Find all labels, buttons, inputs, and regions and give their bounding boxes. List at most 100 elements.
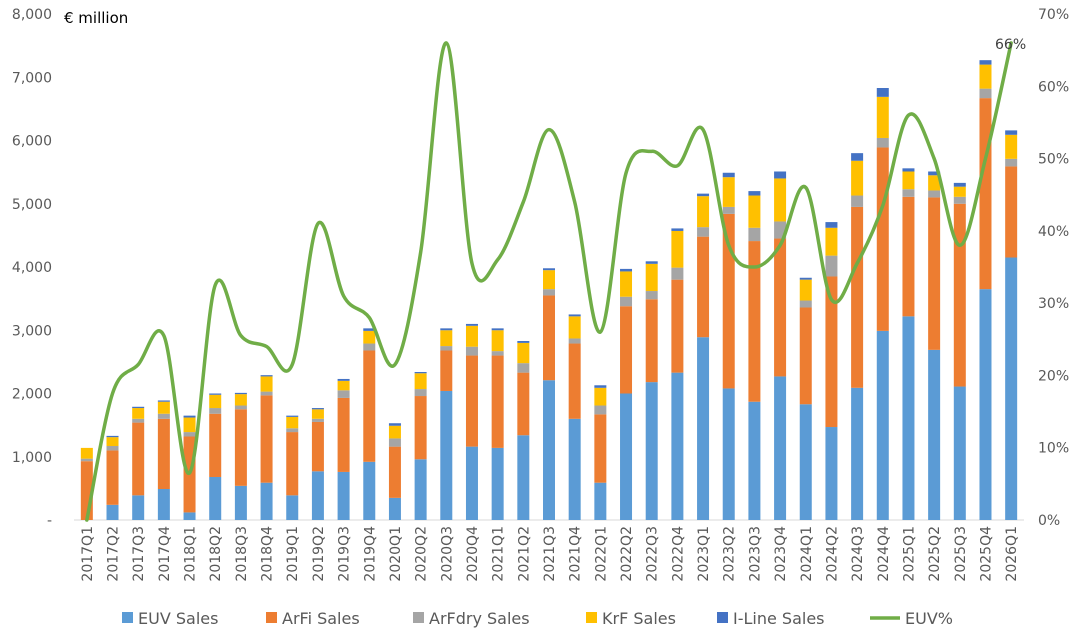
legend-label: KrF Sales (602, 609, 676, 628)
bar-segment (748, 401, 761, 520)
bar-segment (799, 307, 812, 405)
bar-segment (209, 394, 222, 409)
bars (80, 60, 1018, 520)
bar-segment (286, 428, 299, 433)
bar-segment (774, 376, 787, 520)
bar-segment (620, 271, 633, 297)
x-tick-label: 2019Q1 (285, 526, 301, 582)
bar-segment (157, 400, 170, 402)
bar-segment (799, 277, 812, 280)
bar-segment (388, 425, 401, 439)
bar-segment (337, 378, 350, 381)
bar-segment (876, 147, 889, 331)
bar-segment (722, 177, 735, 207)
axes: - 1,000 2,000 3,000 4,000 5,000 6,000 7,000 8,00… (12, 7, 1069, 582)
legend-item: ArFdry Sales (413, 609, 530, 628)
x-tick-label: 2022Q3 (645, 526, 661, 582)
legend-item: EUV% (870, 609, 953, 628)
x-tick-label: 2017Q4 (157, 526, 173, 582)
bar-segment (183, 512, 196, 520)
bar-segment (543, 289, 555, 296)
legend-swatch (717, 612, 728, 623)
bar-segment (491, 351, 504, 356)
y-tick-label: 3,000 (12, 323, 52, 339)
bar-segment (774, 171, 787, 179)
bar-segment (1005, 166, 1018, 258)
bar-segment (594, 387, 607, 406)
x-tick-label: 2018Q3 (234, 526, 250, 582)
bar-segment (1005, 130, 1018, 135)
bar-segment (953, 203, 966, 387)
bar-segment (722, 388, 735, 520)
bar-segment (209, 476, 222, 520)
bar-segment (157, 413, 170, 419)
x-tick-label: 2026Q1 (1004, 526, 1020, 582)
bar-segment (851, 387, 864, 520)
bar-segment (106, 450, 119, 505)
x-tick-label: 2023Q1 (696, 526, 712, 582)
bar-segment (953, 386, 966, 520)
bar-segment (902, 168, 915, 172)
bar-segment (928, 197, 941, 350)
x-tick-label: 2024Q3 (850, 526, 866, 582)
y-tick-label: 7,000 (12, 70, 52, 86)
x-tick-label: 2020Q1 (388, 526, 404, 582)
y2-tick-label: 0% (1038, 513, 1060, 529)
bar-segment (440, 328, 453, 331)
bar-segment (825, 276, 838, 428)
x-tick-label: 2022Q4 (670, 526, 686, 582)
bar-segment (825, 427, 838, 520)
bar-segment (928, 175, 941, 191)
bar-segment (414, 389, 427, 397)
bar-segment (388, 438, 401, 447)
bar-segment (543, 295, 555, 381)
bar-segment (645, 382, 658, 520)
bar-segment (568, 343, 581, 419)
bar-segment (80, 458, 93, 462)
bar-segment (979, 289, 992, 520)
bar-segment (902, 316, 915, 520)
bar-segment (260, 395, 273, 483)
bar-segment (902, 196, 915, 317)
x-tick-label: 2024Q2 (824, 526, 840, 582)
bar-segment (902, 171, 915, 190)
bar-segment (979, 64, 992, 89)
bar-segment (234, 405, 247, 410)
bar-segment (440, 390, 453, 520)
bar-segment (337, 397, 350, 472)
legend-item: KrF Sales (586, 609, 676, 628)
bar-segment (234, 409, 247, 486)
legend-label: ArFi Sales (282, 609, 360, 628)
bar-segment (491, 355, 504, 448)
x-tick-label: 2022Q2 (619, 526, 635, 582)
bar-segment (671, 372, 684, 520)
legend-label: ArFdry Sales (429, 609, 530, 628)
y-tick-label: 2,000 (12, 387, 52, 403)
bar-segment (851, 153, 864, 161)
bar-segment (851, 160, 864, 196)
bar-segment (517, 342, 530, 364)
legend-swatch (413, 612, 424, 623)
bar-segment (440, 350, 453, 391)
y-tick-label: 6,000 (12, 134, 52, 150)
bar-segment (568, 316, 581, 339)
bar-segment (337, 471, 350, 520)
bar-segment (748, 227, 761, 242)
bar-segment (748, 241, 761, 402)
y-axis-unit-label: € million (64, 9, 128, 27)
x-tick-label: 2020Q2 (414, 526, 430, 582)
bar-segment (671, 230, 684, 268)
bar-segment (568, 314, 581, 317)
bar-segment (953, 196, 966, 204)
bar-segment (337, 380, 350, 391)
bar-segment (286, 432, 299, 496)
bar-segment (440, 330, 453, 347)
y2-tick-label: 30% (1038, 296, 1069, 312)
bar-segment (620, 268, 633, 272)
bar-segment (645, 263, 658, 292)
bar-segment (928, 171, 941, 176)
x-tick-label: 2022Q1 (593, 526, 609, 582)
bar-segment (517, 341, 530, 343)
bar-segment (979, 88, 992, 99)
